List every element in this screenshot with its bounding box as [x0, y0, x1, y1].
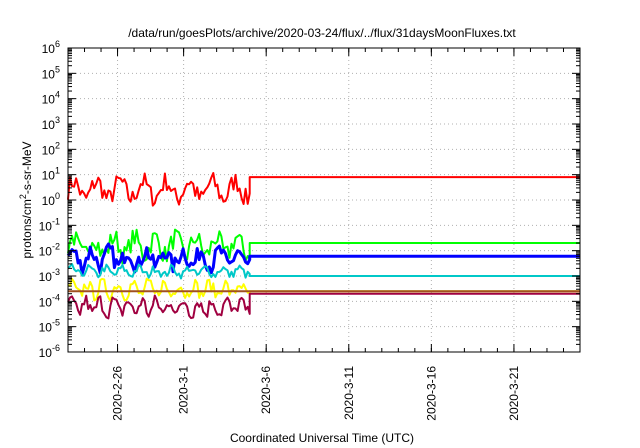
series-line	[67, 263, 580, 280]
series-line	[67, 172, 580, 207]
y-axis-label: protons/cm2-s-sr-MeV	[18, 141, 34, 258]
y-tick-label: 10-2	[39, 242, 60, 259]
y-tick-label: 10-3	[39, 267, 60, 284]
y-tick-label: 10-6	[39, 343, 60, 360]
y-tick-label: 105	[42, 64, 60, 81]
x-tick-label: 2020-3-1	[177, 366, 191, 414]
series-line	[66, 242, 580, 276]
series-line	[67, 292, 580, 320]
chart-title: /data/run/goesPlots/archive/2020-03-24/f…	[128, 26, 516, 40]
y-tick-label: 106	[42, 39, 60, 56]
y-tick-label: 10-4	[39, 292, 60, 309]
y-axis: 10-6 10-5 10-4 10-3 10-2 10-1 100 101 102 103 104 1…	[39, 39, 580, 360]
x-tick-label: 2020-3-11	[342, 366, 356, 420]
y-tick-label: 10-1	[39, 216, 60, 233]
y-tick-label: 101	[42, 166, 60, 183]
x-axis-label: Coordinated Universal Time (UTC)	[230, 431, 414, 445]
y-tick-label: 103	[42, 115, 60, 132]
y-tick-label: 102	[42, 140, 60, 157]
x-tick-label: 2020-3-6	[259, 366, 273, 414]
x-tick-label: 2020-3-16	[424, 366, 438, 421]
series-line	[67, 277, 580, 302]
y-tick-label: 10-5	[39, 318, 60, 335]
x-tick-label: 2020-3-21	[507, 366, 521, 421]
y-tick-label: 104	[42, 90, 60, 107]
x-axis: 2020-2-26 2020-3-1 2020-3-6 2020-3-11 2020-3…	[67, 48, 581, 421]
series-group	[66, 172, 580, 320]
y-tick-label: 100	[42, 191, 60, 208]
x-tick-label: 2020-2-26	[111, 366, 125, 421]
